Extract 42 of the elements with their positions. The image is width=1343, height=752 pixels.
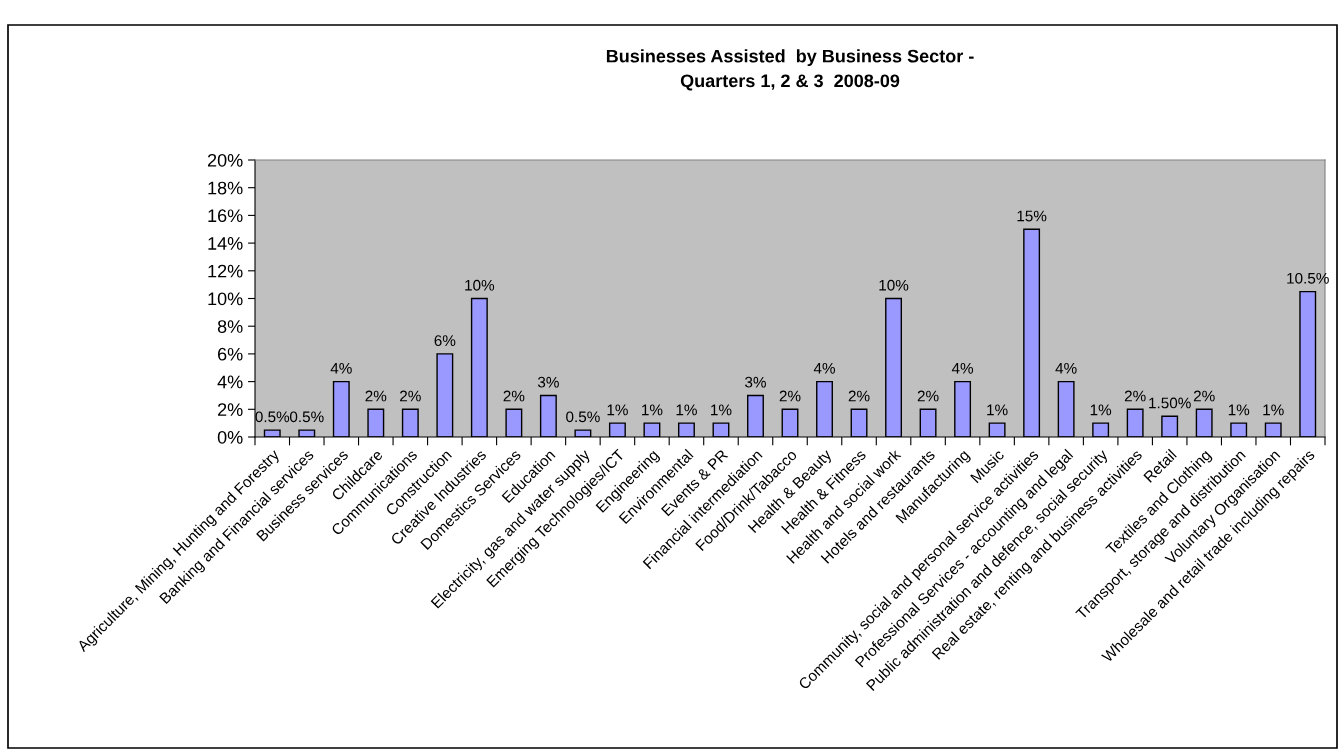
chart-title: Businesses Assisted by Business Sector - Quarters 1, 2 & 3 2008-09 [606, 49, 974, 91]
data-label: 15% [1017, 210, 1047, 222]
data-label: 4% [1055, 362, 1077, 374]
data-label: 2% [1193, 390, 1215, 402]
data-label: 2% [848, 390, 870, 402]
data-label: 1% [711, 404, 732, 416]
y-tick-label: 4% [217, 375, 243, 389]
data-label: 2% [503, 390, 525, 402]
y-tick-label: 20% [207, 153, 243, 167]
data-label: 4% [951, 362, 974, 374]
data-label: 2% [779, 390, 801, 402]
y-tick-label: 14% [208, 237, 243, 250]
data-label: 1% [1263, 404, 1284, 416]
y-tick-label: 18% [208, 181, 243, 195]
data-label: 2% [917, 390, 939, 402]
data-label: 2% [365, 390, 387, 402]
data-label: 10% [465, 279, 495, 291]
data-label: 6% [434, 335, 456, 347]
y-tick-label: 16% [208, 209, 243, 223]
y-tick-label: 0% [217, 430, 243, 444]
data-label: 1% [642, 404, 663, 416]
y-tick-label: 8% [217, 320, 243, 333]
data-label: 1% [987, 404, 1008, 416]
data-label: 4% [330, 362, 352, 374]
y-tick-label: 10% [208, 292, 243, 306]
data-label: 3% [745, 376, 766, 388]
data-label: 10.5% [1287, 272, 1329, 284]
y-tick-label: 2% [218, 403, 243, 416]
data-label: 1% [676, 404, 697, 416]
data-label: 4% [813, 362, 836, 374]
data-label: 1% [1228, 404, 1250, 416]
data-label: 2% [400, 390, 421, 402]
y-tick-label: 12% [208, 264, 243, 278]
data-label: 0.5% [566, 411, 600, 423]
y-tick-label: 6% [218, 347, 243, 361]
data-label: 1% [1090, 404, 1112, 416]
data-label: 0.5% [289, 411, 324, 423]
data-label: 1.50% [1149, 397, 1191, 409]
data-label: 3% [537, 376, 559, 388]
data-label: 1% [607, 404, 628, 416]
data-label: 10% [879, 279, 909, 291]
data-label: 2% [1124, 390, 1146, 402]
